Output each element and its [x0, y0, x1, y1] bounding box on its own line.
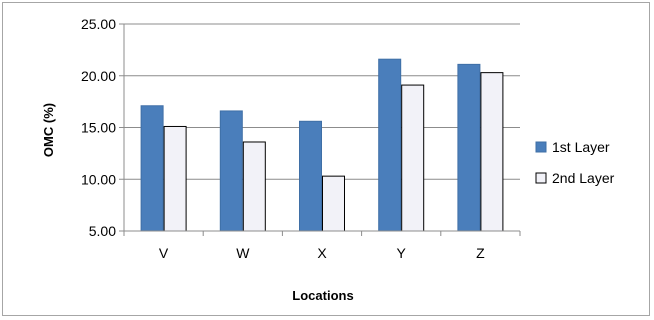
bar-1st-layer	[457, 63, 481, 232]
tick-labels: 5.00 10.00 15.00 20.00 25.00 V W X Y Z	[81, 16, 485, 261]
legend-item: 1st Layer	[535, 139, 610, 155]
bar-2nd-layer	[163, 125, 187, 232]
x-tick-label: Z	[476, 245, 485, 261]
y-tick-label: 10.00	[81, 171, 116, 187]
x-tick-label: W	[236, 245, 250, 261]
legend-label: 2nd Layer	[552, 170, 615, 186]
bar-2nd-layer	[242, 141, 266, 232]
bars	[140, 58, 504, 232]
x-tick-label: V	[159, 245, 169, 261]
bar-2nd-layer	[480, 72, 504, 232]
bar-1st-layer	[299, 120, 322, 232]
axes	[119, 23, 521, 236]
bar-2nd-layer	[401, 84, 425, 232]
legend-item: 2nd Layer	[535, 170, 615, 186]
legend-swatch	[535, 172, 547, 184]
x-axis-title: Locations	[292, 288, 353, 303]
legend-label: 1st Layer	[552, 139, 610, 155]
y-tick-label: 25.00	[81, 16, 116, 32]
y-tick-label: 5.00	[89, 223, 116, 239]
y-tick-label: 20.00	[81, 68, 116, 84]
bar-1st-layer	[219, 110, 243, 232]
legend: 1st Layer 2nd Layer	[535, 139, 615, 186]
bar-chart: 5.00 10.00 15.00 20.00 25.00 V W X Y Z OMC (%) Lo…	[41, 16, 615, 303]
x-tick-label: X	[317, 245, 327, 261]
y-axis-title: OMC (%)	[41, 103, 56, 157]
chart-frame: 5.00 10.00 15.00 20.00 25.00 V W X Y Z OMC (%) Lo…	[2, 2, 650, 316]
y-tick-label: 15.00	[81, 120, 116, 136]
x-tick-label: Y	[397, 245, 407, 261]
bar-2nd-layer	[322, 175, 345, 232]
bar-1st-layer	[378, 58, 402, 232]
bar-1st-layer	[140, 105, 164, 232]
legend-swatch	[535, 141, 547, 153]
